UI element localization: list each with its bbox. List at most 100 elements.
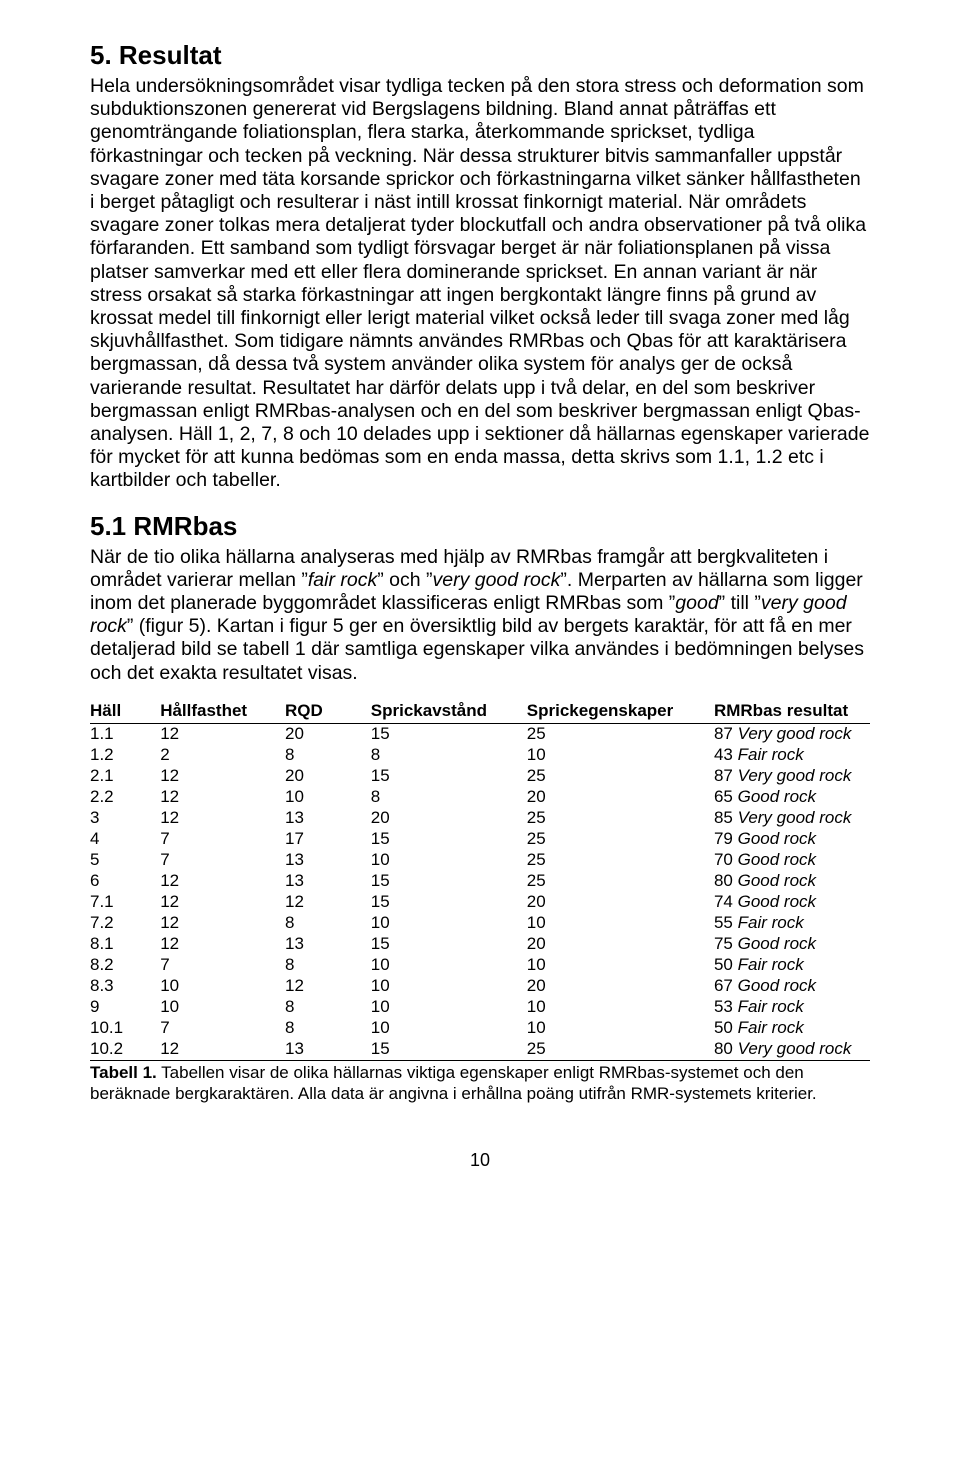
- table-cell: 10: [371, 997, 527, 1018]
- table-cell: 7: [160, 955, 285, 976]
- table-cell: 8: [285, 1018, 371, 1039]
- table-cell: 20: [527, 934, 714, 955]
- table-cell: 17: [285, 829, 371, 850]
- table-row: 10.21213152580 Very good rock: [90, 1039, 870, 1061]
- text-run: och: [384, 569, 426, 591]
- table-row: 2.11220152587 Very good rock: [90, 766, 870, 787]
- table-cell: 12: [160, 892, 285, 913]
- th-rqd: RQD: [285, 699, 371, 724]
- table-row: 8.278101050 Fair rock: [90, 955, 870, 976]
- text-run: Hela undersökningsområdet visar tydliga …: [90, 75, 869, 491]
- table-cell: 3: [90, 808, 160, 829]
- table-cell: 20: [371, 808, 527, 829]
- table-cell: 25: [527, 850, 714, 871]
- table-cell: 10: [527, 997, 714, 1018]
- table-cell: 8: [371, 745, 527, 766]
- table-cell: 10: [371, 1018, 527, 1039]
- table-cell: 25: [527, 1039, 714, 1061]
- table-cell: 13: [285, 808, 371, 829]
- th-sprickegenskaper: Sprickegenskaper: [527, 699, 714, 724]
- table-cell: 7: [160, 850, 285, 871]
- table-cell: 10: [371, 976, 527, 997]
- table-cell: 12: [160, 913, 285, 934]
- table-cell-result: 53 Fair rock: [714, 997, 870, 1018]
- table-header-row: Häll Hållfasthet RQD Sprickavstånd Spric…: [90, 699, 870, 724]
- table-cell-result: 70 Good rock: [714, 850, 870, 871]
- table-cell: 10: [527, 1018, 714, 1039]
- section-5-1-heading: 5.1 RMRbas: [90, 511, 870, 542]
- section-5-1-body: När de tio olika hällarna analyseras med…: [90, 546, 870, 685]
- table-cell: 25: [527, 871, 714, 892]
- table-cell: 10: [371, 913, 527, 934]
- page-number: 10: [90, 1150, 870, 1171]
- table-cell: 1.2: [90, 745, 160, 766]
- table-cell-result: 87 Very good rock: [714, 766, 870, 787]
- table-cell: 15: [371, 829, 527, 850]
- table-cell: 25: [527, 829, 714, 850]
- table-cell: 6: [90, 871, 160, 892]
- table-cell: 12: [160, 1039, 285, 1061]
- section-5-heading: 5. Resultat: [90, 40, 870, 71]
- text-run: (figur 5). Kartan i figur 5 ger en övers…: [90, 615, 864, 683]
- th-resultat: RMRbas resultat: [714, 699, 870, 724]
- table-cell-result: 67 Good rock: [714, 976, 870, 997]
- table-cell: 20: [527, 787, 714, 808]
- table-cell: 7.2: [90, 913, 160, 934]
- table-cell: 8: [285, 997, 371, 1018]
- table-cell: 10: [160, 976, 285, 997]
- table-cell: 1.1: [90, 723, 160, 745]
- table-cell: 15: [371, 892, 527, 913]
- table-cell: 8.1: [90, 934, 160, 955]
- table-cell: 12: [160, 934, 285, 955]
- table-cell: 8: [371, 787, 527, 808]
- table-cell: 25: [527, 766, 714, 787]
- table-row: 7.11212152074 Good rock: [90, 892, 870, 913]
- table-row: 7.2128101055 Fair rock: [90, 913, 870, 934]
- table-cell: 8.2: [90, 955, 160, 976]
- table-row: 4717152579 Good rock: [90, 829, 870, 850]
- table-cell: 20: [527, 892, 714, 913]
- table-cell-result: 74 Good rock: [714, 892, 870, 913]
- table-cell: 13: [285, 871, 371, 892]
- table-cell-result: 50 Fair rock: [714, 1018, 870, 1039]
- table-cell-result: 80 Good rock: [714, 871, 870, 892]
- page: 5. Resultat Hela undersökningsområdet vi…: [0, 0, 960, 1231]
- table-row: 1.22881043 Fair rock: [90, 745, 870, 766]
- section-5-body: Hela undersökningsområdet visar tydliga …: [90, 75, 870, 493]
- table-cell: 12: [160, 808, 285, 829]
- table-cell: 20: [285, 723, 371, 745]
- table-row: 8.11213152075 Good rock: [90, 934, 870, 955]
- table-cell-result: 43 Fair rock: [714, 745, 870, 766]
- table-cell: 8: [285, 745, 371, 766]
- table-cell: 10: [160, 997, 285, 1018]
- table-cell: 15: [371, 1039, 527, 1061]
- table-cell: 12: [160, 787, 285, 808]
- table-cell: 20: [285, 766, 371, 787]
- table-cell: 8: [285, 913, 371, 934]
- table-cell: 2: [160, 745, 285, 766]
- table-1-caption: Tabell 1. Tabellen visar de olika hällar…: [90, 1063, 870, 1104]
- table-cell: 7: [160, 829, 285, 850]
- table-row: 1.11220152587 Very good rock: [90, 723, 870, 745]
- table-cell: 25: [527, 723, 714, 745]
- table-cell: 12: [160, 723, 285, 745]
- table-cell: 10: [371, 955, 527, 976]
- table-cell: 15: [371, 871, 527, 892]
- table-cell: 10: [527, 745, 714, 766]
- table-cell: 10: [285, 787, 371, 808]
- table-1: Häll Hållfasthet RQD Sprickavstånd Spric…: [90, 699, 870, 1061]
- table-cell: 15: [371, 766, 527, 787]
- table-cell: 10: [371, 850, 527, 871]
- table-cell: 12: [285, 976, 371, 997]
- table-cell: 15: [371, 934, 527, 955]
- table-cell: 13: [285, 934, 371, 955]
- table-cell: 12: [160, 871, 285, 892]
- table-cell: 10.2: [90, 1039, 160, 1061]
- th-sprickavstand: Sprickavstånd: [371, 699, 527, 724]
- table-cell: 7.1: [90, 892, 160, 913]
- table-row: 10.178101050 Fair rock: [90, 1018, 870, 1039]
- table-cell: 4: [90, 829, 160, 850]
- table-cell: 13: [285, 1039, 371, 1061]
- caption-run: Tabell 1.: [90, 1063, 157, 1082]
- table-cell: 20: [527, 976, 714, 997]
